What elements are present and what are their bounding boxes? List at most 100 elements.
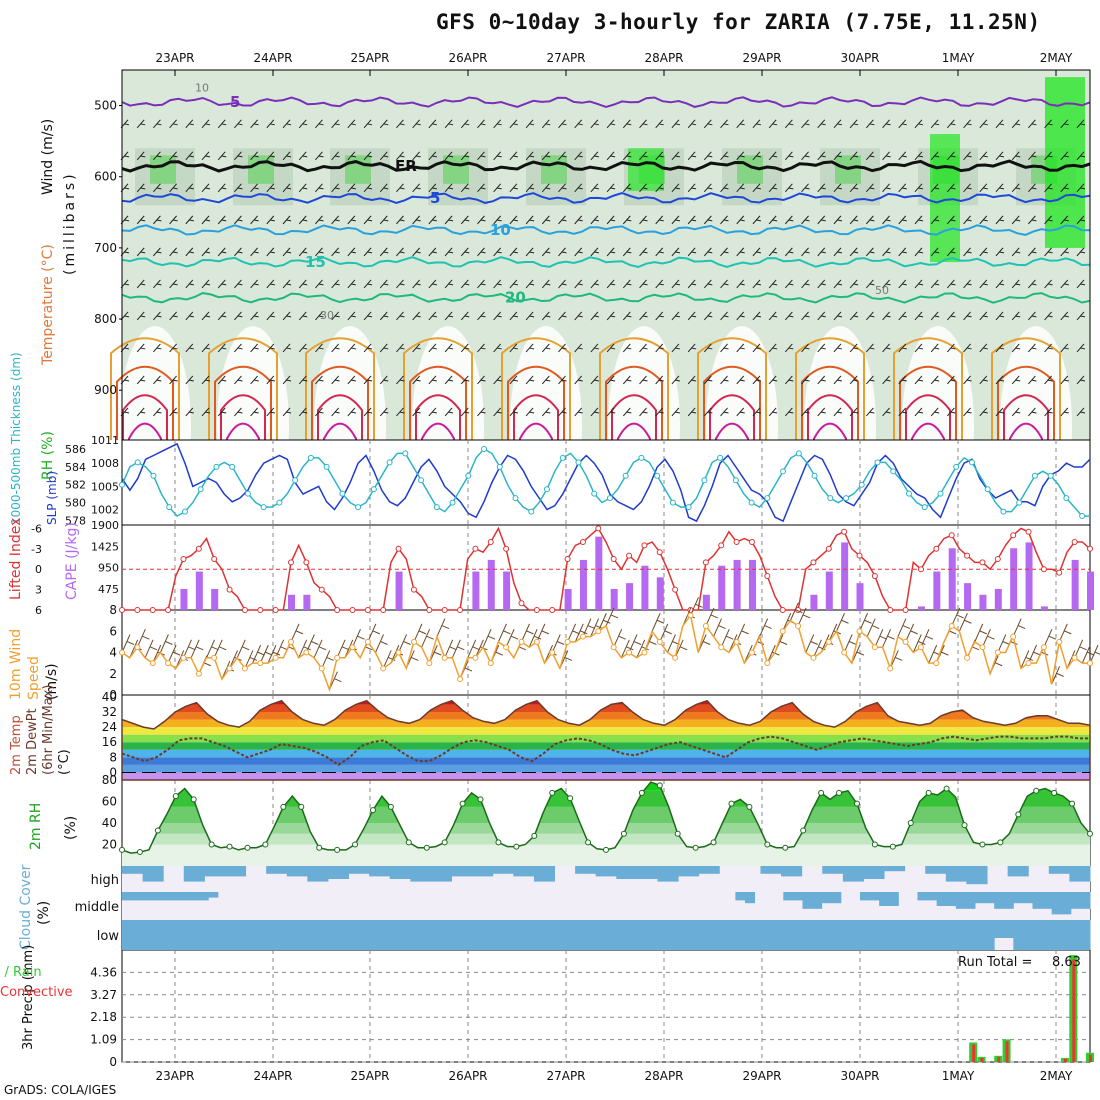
surface-wind-barb <box>267 644 281 664</box>
wind-barb <box>606 343 616 353</box>
wind-speed-point <box>395 649 402 656</box>
cape-bar <box>395 571 403 610</box>
li-tick: 6 <box>35 604 42 617</box>
lifted-index-point <box>503 545 510 552</box>
wind-barb <box>1011 311 1021 321</box>
wind-barb <box>606 311 616 321</box>
cloud-bar <box>1032 892 1043 909</box>
wind-barb <box>963 183 972 193</box>
lifted-index-point <box>579 539 586 545</box>
surface-wind-barb <box>1020 650 1034 669</box>
wind-barb <box>720 343 729 353</box>
wind-barb <box>849 311 859 321</box>
date-tick-top: 27APR <box>546 51 585 65</box>
cloud-layer-label: low <box>97 929 120 944</box>
lifted-index-point <box>718 542 725 549</box>
wind-barb <box>1028 311 1037 321</box>
wind-barb <box>185 407 194 417</box>
wind-barb <box>315 279 324 289</box>
wind-barb <box>379 375 389 385</box>
isotherm-line <box>121 96 1091 109</box>
temp-contour <box>208 337 278 440</box>
lifted-index-point <box>733 539 740 545</box>
cloud-bar <box>457 920 468 950</box>
wind-barb <box>752 375 762 385</box>
thickness-point <box>921 504 928 511</box>
wind-barb <box>493 279 502 289</box>
wind-speed-point <box>672 654 679 661</box>
wind-barb <box>541 119 551 129</box>
cloud-bar <box>888 920 899 950</box>
wind-barb <box>639 279 648 289</box>
thickness-point <box>968 459 975 466</box>
wind-barb <box>1028 375 1037 385</box>
cloud-bar <box>409 920 420 950</box>
thickness-point <box>1016 499 1023 506</box>
cloud-bar <box>965 920 976 950</box>
surface-wind-barb <box>789 602 803 621</box>
wind-barb <box>979 247 988 257</box>
wind-barb <box>946 375 956 385</box>
wind-barb <box>541 279 551 289</box>
pressure-unit-label: (millibars) <box>62 171 78 275</box>
wind-barb <box>590 183 599 193</box>
wind-barb <box>396 215 405 225</box>
wind-barb <box>639 151 648 161</box>
wind-barb <box>801 215 810 225</box>
wind-barb <box>234 375 243 385</box>
rh2m-point <box>836 789 843 796</box>
cloud-bar <box>307 866 319 882</box>
lifted-index-point <box>610 556 617 562</box>
wind-speed-point <box>948 622 955 629</box>
cloud-bar <box>275 920 286 950</box>
wind-barb <box>898 119 907 129</box>
wind-label-unit: (m/s) <box>44 663 60 700</box>
wind-speed-point <box>964 654 971 661</box>
wind-barb <box>234 311 243 321</box>
wind-barb <box>833 151 843 161</box>
rh-ylabel-text: 2m RH <box>28 803 44 850</box>
wind-barb <box>1028 279 1037 289</box>
surface-wind-barb <box>1081 644 1095 664</box>
wind-barb <box>201 279 211 289</box>
wind-barb <box>169 247 178 257</box>
wind-barb <box>639 375 648 385</box>
cloud-bar <box>461 866 473 877</box>
wind-speed-point <box>303 649 310 656</box>
wind-barb <box>849 151 859 161</box>
lifted-index-point <box>318 586 325 593</box>
surface-wind-barb <box>951 607 964 627</box>
temp-label: 2m Temp <box>9 715 24 775</box>
lifted-index-point <box>641 542 648 549</box>
temp-contour <box>905 394 951 440</box>
wind-barb <box>574 375 583 385</box>
wind-barb <box>1076 343 1086 353</box>
wind-barb <box>363 215 373 225</box>
lifted-index-point <box>902 607 909 613</box>
wind-barb <box>315 375 324 385</box>
wind-barb <box>914 311 924 321</box>
lifted-index-point <box>564 556 571 562</box>
wind-barb <box>234 119 243 129</box>
thickness-point <box>591 490 598 497</box>
wind-barb <box>298 119 308 129</box>
cloud-bar <box>389 866 401 879</box>
cloud-bar <box>338 866 350 879</box>
wind-barb <box>282 343 292 353</box>
wind-barb <box>185 119 194 129</box>
wind-barb <box>898 215 907 225</box>
cloud-bar <box>708 866 720 874</box>
slp-tick: 1011 <box>91 434 119 447</box>
wind-barb <box>833 215 843 225</box>
wind-barb <box>428 247 437 257</box>
cloud-bar <box>884 866 895 872</box>
cloud-bar <box>420 866 432 882</box>
cloud-bar <box>626 866 638 879</box>
temp-tick: 8 <box>109 750 117 764</box>
cloud-bar <box>831 892 842 904</box>
cloud-bar <box>894 866 906 872</box>
cloud-bar <box>122 892 133 901</box>
wind-barb <box>234 183 243 193</box>
wind-barb <box>849 279 859 289</box>
wind-barb <box>720 407 729 417</box>
